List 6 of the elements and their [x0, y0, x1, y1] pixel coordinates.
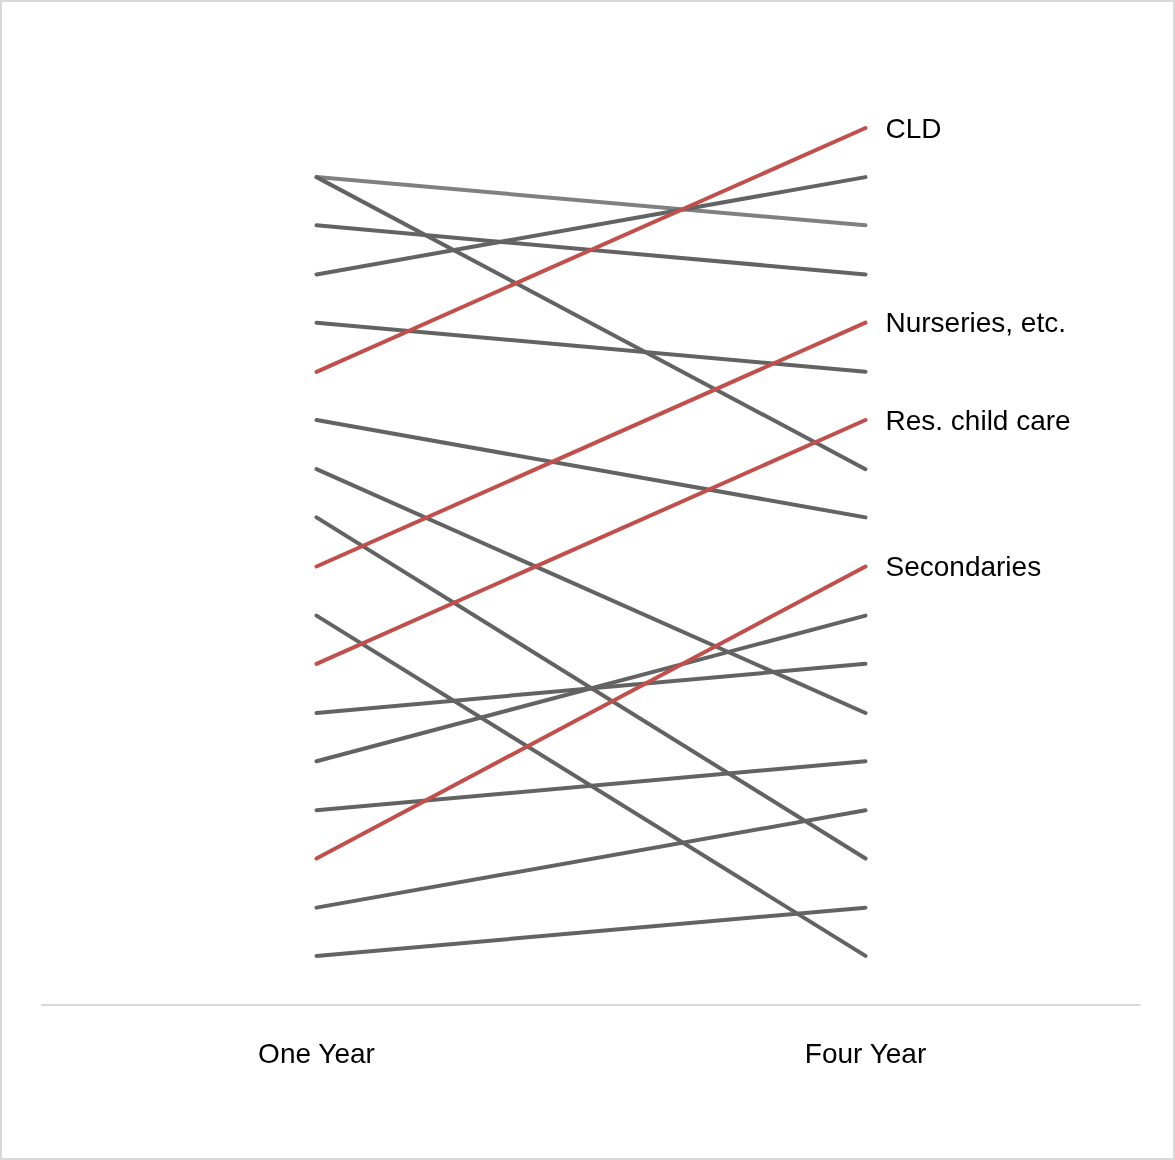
x-tick-label: One Year	[258, 1037, 375, 1069]
x-tick-label: Four Year	[804, 1037, 927, 1069]
series-label: Secondaries	[885, 551, 1042, 582]
series-label: Res. child care	[885, 404, 1071, 436]
series-label: CLD	[885, 112, 942, 144]
series-label: Nurseries, etc.	[885, 307, 1066, 339]
